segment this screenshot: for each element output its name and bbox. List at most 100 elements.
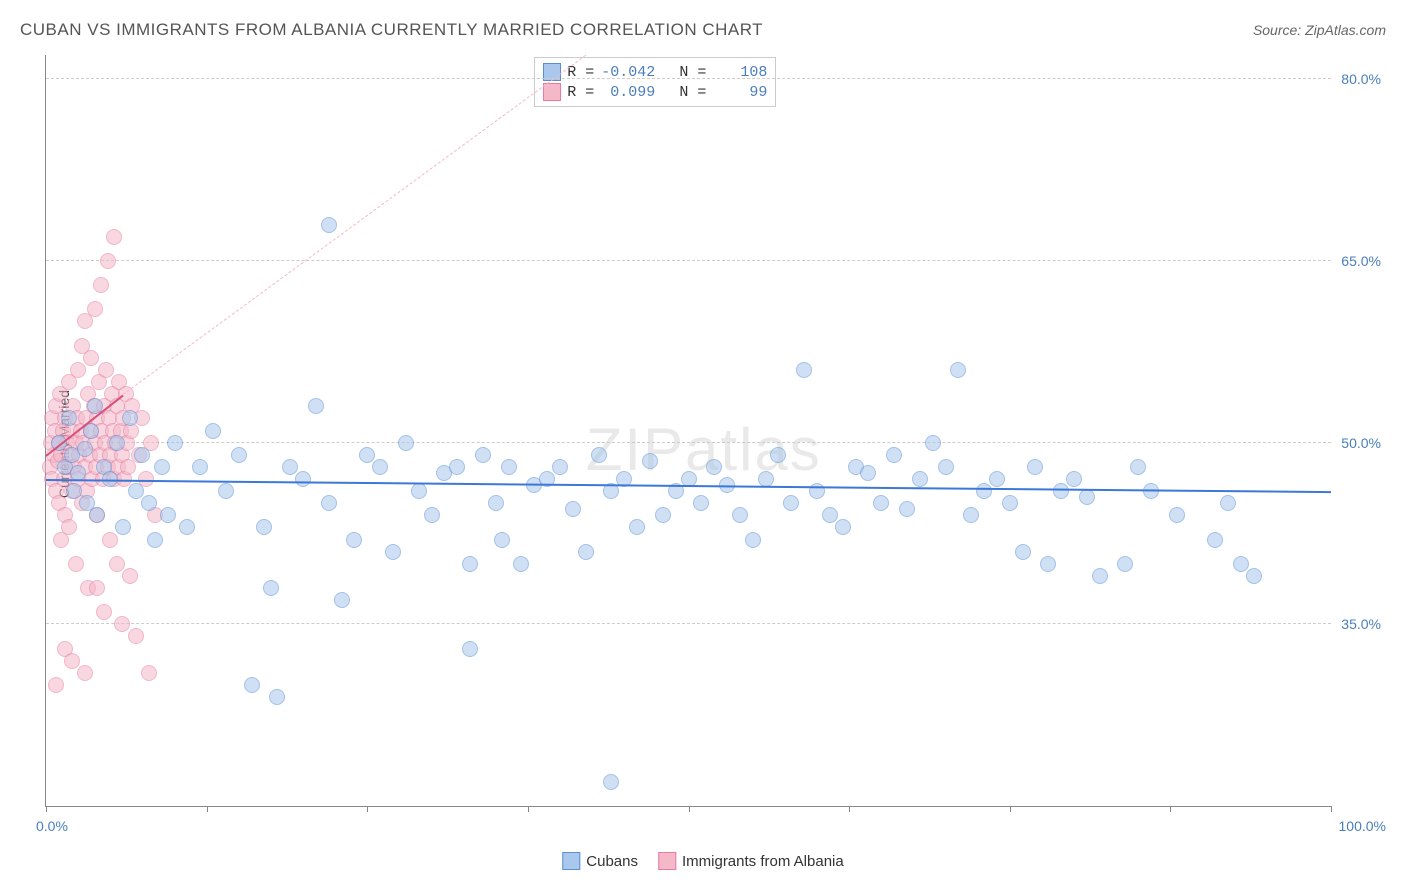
chart-container: Currently Married ZIPatlas R = -0.042 N … xyxy=(45,55,1386,832)
data-point xyxy=(938,459,954,475)
x-tick xyxy=(367,806,368,812)
data-point xyxy=(64,653,80,669)
stats-row: R = 0.099 N = 99 xyxy=(543,82,767,102)
data-point xyxy=(282,459,298,475)
data-point xyxy=(642,453,658,469)
data-point xyxy=(100,253,116,269)
data-point xyxy=(552,459,568,475)
y-tick-label: 65.0% xyxy=(1336,253,1381,269)
legend-item: Cubans xyxy=(562,852,638,870)
data-point xyxy=(192,459,208,475)
y-tick-label: 50.0% xyxy=(1336,435,1381,451)
data-point xyxy=(1220,495,1236,511)
data-point xyxy=(70,362,86,378)
data-point xyxy=(1130,459,1146,475)
data-point xyxy=(745,532,761,548)
data-point xyxy=(93,277,109,293)
data-point xyxy=(488,495,504,511)
stats-n-label: N = xyxy=(661,84,706,101)
source-label: Source: ZipAtlas.com xyxy=(1253,22,1386,38)
stats-n-value: 99 xyxy=(712,84,767,101)
watermark-text-b: atlas xyxy=(685,416,822,483)
data-point xyxy=(89,580,105,596)
data-point xyxy=(693,495,709,511)
data-point xyxy=(244,677,260,693)
data-point xyxy=(513,556,529,572)
data-point xyxy=(61,519,77,535)
plot-area: ZIPatlas R = -0.042 N = 108R = 0.099 N =… xyxy=(45,55,1331,807)
data-point xyxy=(295,471,311,487)
data-point xyxy=(449,459,465,475)
data-point xyxy=(1207,532,1223,548)
data-point xyxy=(83,350,99,366)
data-point xyxy=(655,507,671,523)
data-point xyxy=(886,447,902,463)
trend-extension xyxy=(123,55,586,395)
x-max-label: 100.0% xyxy=(1339,818,1386,834)
data-point xyxy=(141,495,157,511)
data-point xyxy=(1246,568,1262,584)
data-point xyxy=(109,435,125,451)
data-point xyxy=(334,592,350,608)
data-point xyxy=(372,459,388,475)
data-point xyxy=(385,544,401,560)
data-point xyxy=(205,423,221,439)
data-point xyxy=(134,447,150,463)
data-point xyxy=(494,532,510,548)
data-point xyxy=(578,544,594,560)
data-point xyxy=(1233,556,1249,572)
data-point xyxy=(321,495,337,511)
data-point xyxy=(122,568,138,584)
x-tick xyxy=(1331,806,1332,812)
stats-r-label: R = xyxy=(567,84,594,101)
data-point xyxy=(147,532,163,548)
legend-swatch xyxy=(658,852,676,870)
data-point xyxy=(256,519,272,535)
grid-line xyxy=(46,623,1331,624)
data-point xyxy=(77,665,93,681)
data-point xyxy=(462,641,478,657)
data-point xyxy=(1117,556,1133,572)
data-point xyxy=(106,229,122,245)
data-point xyxy=(128,628,144,644)
data-point xyxy=(218,483,234,499)
data-point xyxy=(822,507,838,523)
x-tick xyxy=(689,806,690,812)
data-point xyxy=(269,689,285,705)
header-row: CUBAN VS IMMIGRANTS FROM ALBANIA CURRENT… xyxy=(20,20,1386,40)
grid-line xyxy=(46,78,1331,79)
data-point xyxy=(411,483,427,499)
data-point xyxy=(1002,495,1018,511)
data-point xyxy=(109,556,125,572)
data-point xyxy=(462,556,478,572)
data-point xyxy=(128,483,144,499)
data-point xyxy=(950,362,966,378)
data-point xyxy=(1053,483,1069,499)
legend-item: Immigrants from Albania xyxy=(658,852,844,870)
data-point xyxy=(1092,568,1108,584)
x-tick xyxy=(1010,806,1011,812)
data-point xyxy=(154,459,170,475)
data-point xyxy=(102,532,118,548)
grid-line xyxy=(46,260,1331,261)
data-point xyxy=(591,447,607,463)
x-tick xyxy=(1170,806,1171,812)
data-point xyxy=(501,459,517,475)
data-point xyxy=(770,447,786,463)
data-point xyxy=(114,616,130,632)
data-point xyxy=(346,532,362,548)
data-point xyxy=(758,471,774,487)
data-point xyxy=(359,447,375,463)
stats-swatch xyxy=(543,83,561,101)
data-point xyxy=(87,301,103,317)
data-point xyxy=(629,519,645,535)
data-point xyxy=(1079,489,1095,505)
data-point xyxy=(912,471,928,487)
data-point xyxy=(835,519,851,535)
data-point xyxy=(1169,507,1185,523)
x-min-label: 0.0% xyxy=(36,818,68,834)
data-point xyxy=(77,441,93,457)
data-point xyxy=(98,362,114,378)
data-point xyxy=(263,580,279,596)
data-point xyxy=(96,604,112,620)
